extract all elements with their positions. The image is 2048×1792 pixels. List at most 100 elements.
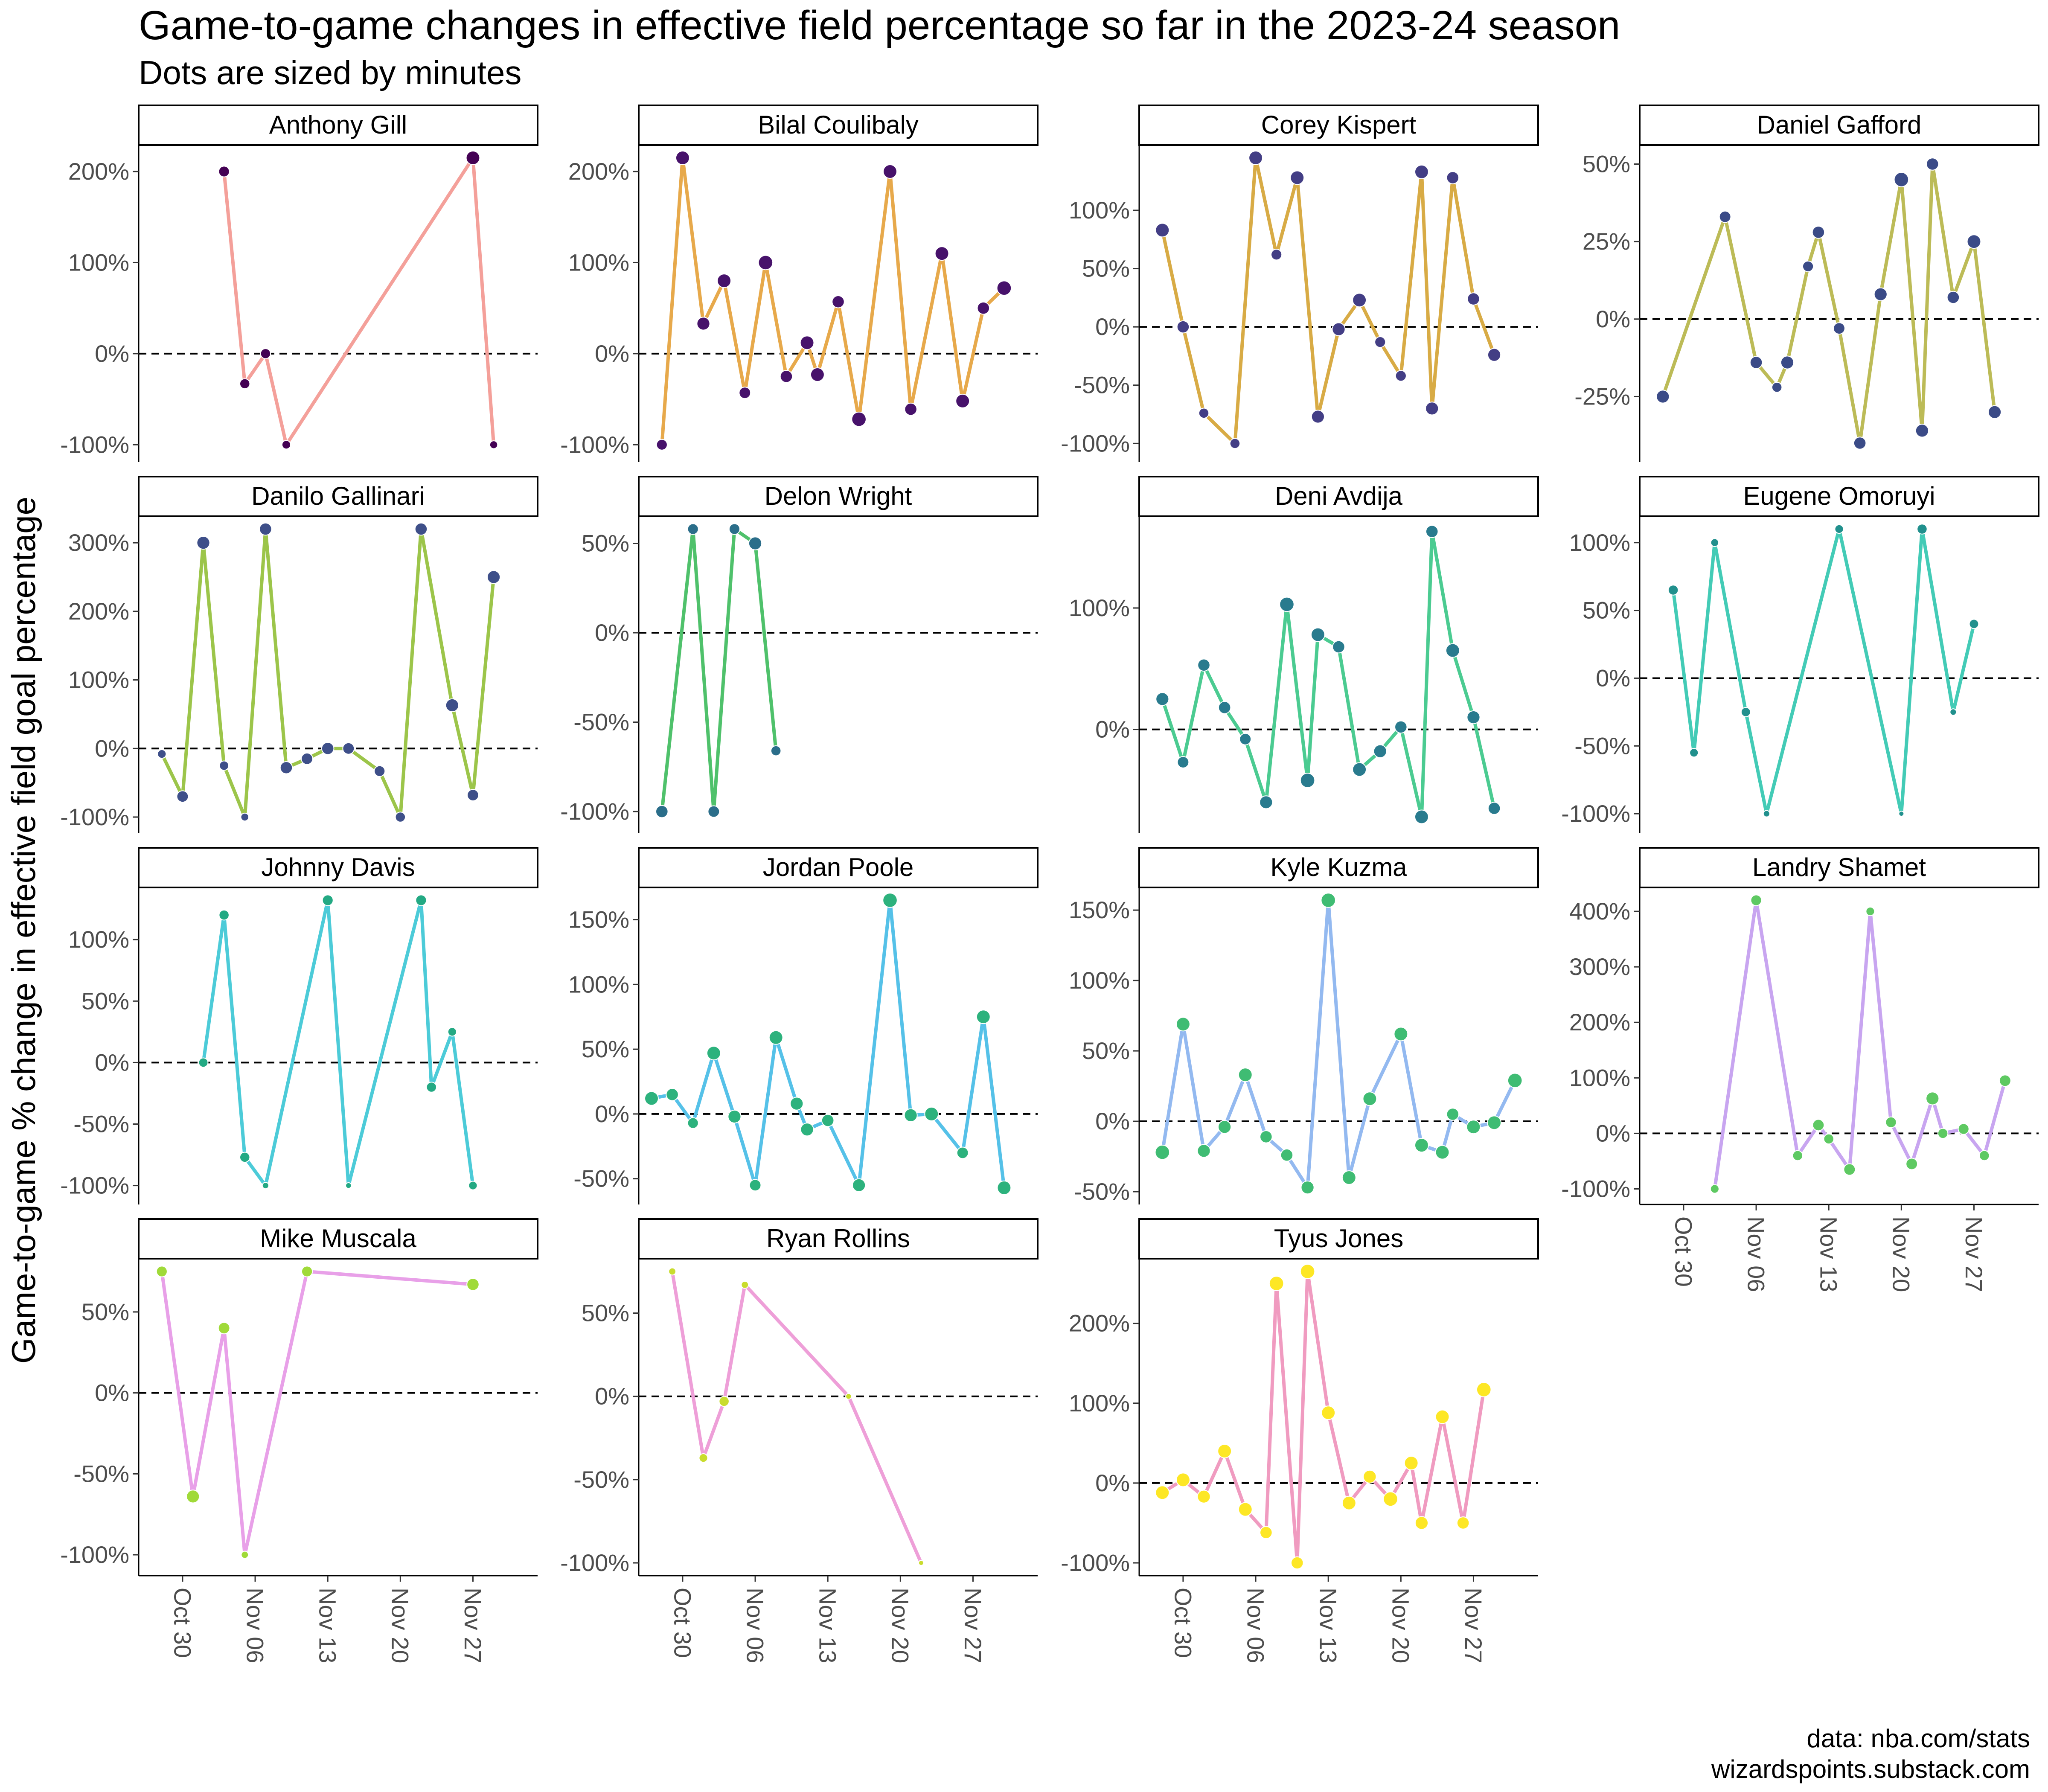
data-point [262,1182,269,1190]
data-point [1719,210,1731,223]
panel-strip-label: Daniel Gafford [1757,111,1922,139]
data-point [447,1027,457,1037]
data-point [1749,356,1763,369]
panel-strip-label: Landry Shamet [1752,853,1926,881]
data-point [1937,1128,1949,1139]
data-point [1865,906,1875,916]
data-point [696,317,710,331]
data-point [904,1108,918,1123]
data-point [790,1097,804,1111]
data-point [240,812,249,822]
panel-strip-label: Bilal Coulibaly [758,111,919,139]
y-tick-label: -50% [573,1165,629,1192]
data-point [218,1322,230,1335]
data-point [1155,1144,1170,1160]
data-point [1155,1485,1170,1500]
data-point [1487,348,1501,362]
panel-strip [138,847,538,888]
series-line [670,1270,923,1565]
data-point [445,698,459,713]
data-point [977,301,990,315]
data-point [1967,234,1981,249]
panel-strip [1639,105,2039,146]
panel-danilo-gallinari: Danilo Gallinari -100% 0% 100% 200% 300% [60,476,538,833]
y-tick-label: 0% [1596,1120,1630,1146]
data-point [1445,643,1460,658]
data-point [465,151,480,165]
data-point [1467,292,1480,305]
data-point [321,742,335,755]
data-point [1802,260,1814,272]
data-point [1425,401,1439,416]
data-point [1177,756,1190,768]
data-point [1710,538,1719,547]
y-tick-label: 50% [582,1036,629,1062]
data-point [758,255,774,271]
y-tick-label: 150% [568,906,629,933]
y-tick-label: 50% [81,1298,129,1325]
data-point [1279,596,1295,612]
x-tick-label: Nov 27 [1961,1216,1987,1292]
y-tick-label: -50% [1074,372,1130,399]
data-point [395,812,406,823]
panel-strip [1138,1218,1539,1260]
x-tick-label: Nov 06 [742,1588,768,1663]
y-tick-label: -50% [73,1110,129,1137]
data-point [1290,1556,1304,1570]
data-point [852,1178,866,1192]
data-point [996,280,1012,296]
data-point [176,790,189,803]
panel-strip-label: Kyle Kuzma [1270,853,1407,881]
data-point [1414,164,1429,179]
data-point [717,273,732,288]
data-point [956,1146,969,1159]
panel-ryan-rollins: Ryan Rollins -100% -50% 0% 50% Oct 30 Nov 06 No… [560,1218,1039,1663]
data-point [466,1278,480,1291]
y-tick-label: 100% [1069,967,1130,994]
data-point [770,745,782,756]
data-point [924,1106,939,1121]
data-point [1198,407,1210,419]
data-point [1740,707,1751,717]
y-tick-label: -100% [560,798,629,825]
panel-strip [1138,105,1539,146]
data-point [1710,1184,1719,1194]
data-point [468,1181,478,1190]
panel-strip [638,847,1039,888]
data-point [1763,810,1770,817]
series-line [1661,162,1997,445]
y-tick-label: -50% [1074,1178,1130,1205]
data-point [748,536,762,550]
y-axis-label: Game-to-game % change in effective field… [5,497,42,1364]
y-tick-label: -100% [60,803,129,830]
data-point [259,522,272,536]
data-point [707,805,720,818]
data-point [1239,733,1252,745]
data-point [186,1489,200,1504]
x-tick-label: Nov 13 [314,1588,341,1663]
data-point [644,1091,659,1106]
data-point [904,402,917,416]
x-tick-label: Nov 20 [1888,1216,1915,1292]
y-tick-label: 0% [1095,1469,1130,1496]
data-point [1853,436,1867,450]
y-tick-label: 100% [68,249,129,276]
data-point [918,1560,924,1566]
data-point [1175,1017,1190,1032]
data-point [1780,355,1795,369]
data-point [489,440,498,449]
x-tick-label: Oct 30 [1670,1216,1697,1287]
data-point [1300,773,1315,788]
data-point [1969,619,1979,629]
data-point [810,367,825,382]
data-point [1823,1133,1834,1145]
data-point [1456,1516,1470,1530]
data-point [486,570,501,584]
data-point [1487,1115,1502,1130]
data-point [1175,1472,1190,1487]
data-point [1414,1516,1429,1530]
y-tick-label: 200% [68,158,129,185]
data-point [1395,370,1407,382]
data-point [196,536,210,550]
